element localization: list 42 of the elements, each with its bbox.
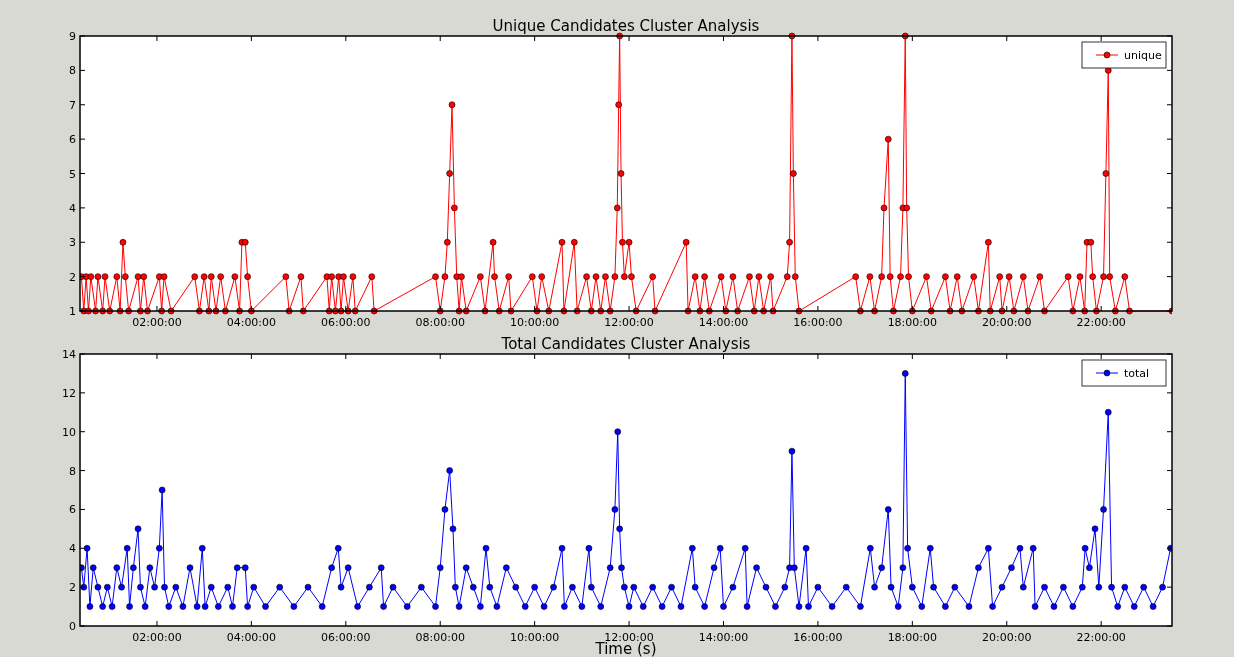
y-tick-label: 0 xyxy=(69,620,76,633)
x-tick-label: 04:00:00 xyxy=(226,316,277,329)
chart-title: Unique Candidates Cluster Analysis xyxy=(492,17,760,35)
y-tick-label: 10 xyxy=(62,425,76,439)
x-tick-label: 14:00:00 xyxy=(698,631,749,644)
x-tick-label: 10:00:00 xyxy=(509,316,560,329)
y-tick-label: 1 xyxy=(69,305,76,318)
x-tick-label: 06:00:00 xyxy=(321,316,371,329)
y-tick-label: 6 xyxy=(69,133,76,147)
x-tick-label: 16:00:00 xyxy=(793,316,843,329)
y-tick-label: 12 xyxy=(62,386,76,400)
y-tick-label: 5 xyxy=(69,167,76,181)
x-tick-label: 16:00:00 xyxy=(793,631,843,644)
x-tick-label: 04:00:00 xyxy=(226,631,277,644)
legend-label: total xyxy=(1124,367,1150,380)
y-tick-label: 4 xyxy=(69,201,76,215)
x-tick-label: 18:00:00 xyxy=(887,316,938,329)
x-tick-label: 02:00:00 xyxy=(132,631,182,644)
y-tick-label: 2 xyxy=(69,581,76,595)
x-tick-label: 20:00:00 xyxy=(982,631,1032,644)
y-tick-label: 9 xyxy=(69,30,76,43)
x-tick-label: 14:00:00 xyxy=(698,316,749,329)
x-tick-label: 12:00:00 xyxy=(604,316,654,329)
chart-title: Total Candidates Cluster Analysis xyxy=(500,335,751,353)
y-tick-label: 8 xyxy=(69,64,76,78)
x-tick-label: 10:00:00 xyxy=(509,631,560,644)
x-tick-label: 08:00:00 xyxy=(415,316,465,329)
y-tick-label: 2 xyxy=(69,270,76,284)
y-tick-label: 7 xyxy=(69,98,76,112)
y-tick-label: 8 xyxy=(69,464,76,478)
x-tick-label: 20:00:00 xyxy=(982,316,1032,329)
y-tick-label: 14 xyxy=(62,348,76,361)
y-tick-label: 3 xyxy=(69,236,76,250)
x-tick-label: 02:00:00 xyxy=(132,316,182,329)
x-tick-label: 06:00:00 xyxy=(321,631,371,644)
x-tick-label: 22:00:00 xyxy=(1076,631,1126,644)
x-tick-label: 18:00:00 xyxy=(887,631,938,644)
legend-label: unique xyxy=(1124,49,1162,62)
x-tick-label: 08:00:00 xyxy=(415,631,465,644)
y-tick-label: 4 xyxy=(69,542,76,556)
y-tick-label: 6 xyxy=(69,503,76,517)
x-tick-label: 22:00:00 xyxy=(1076,316,1126,329)
